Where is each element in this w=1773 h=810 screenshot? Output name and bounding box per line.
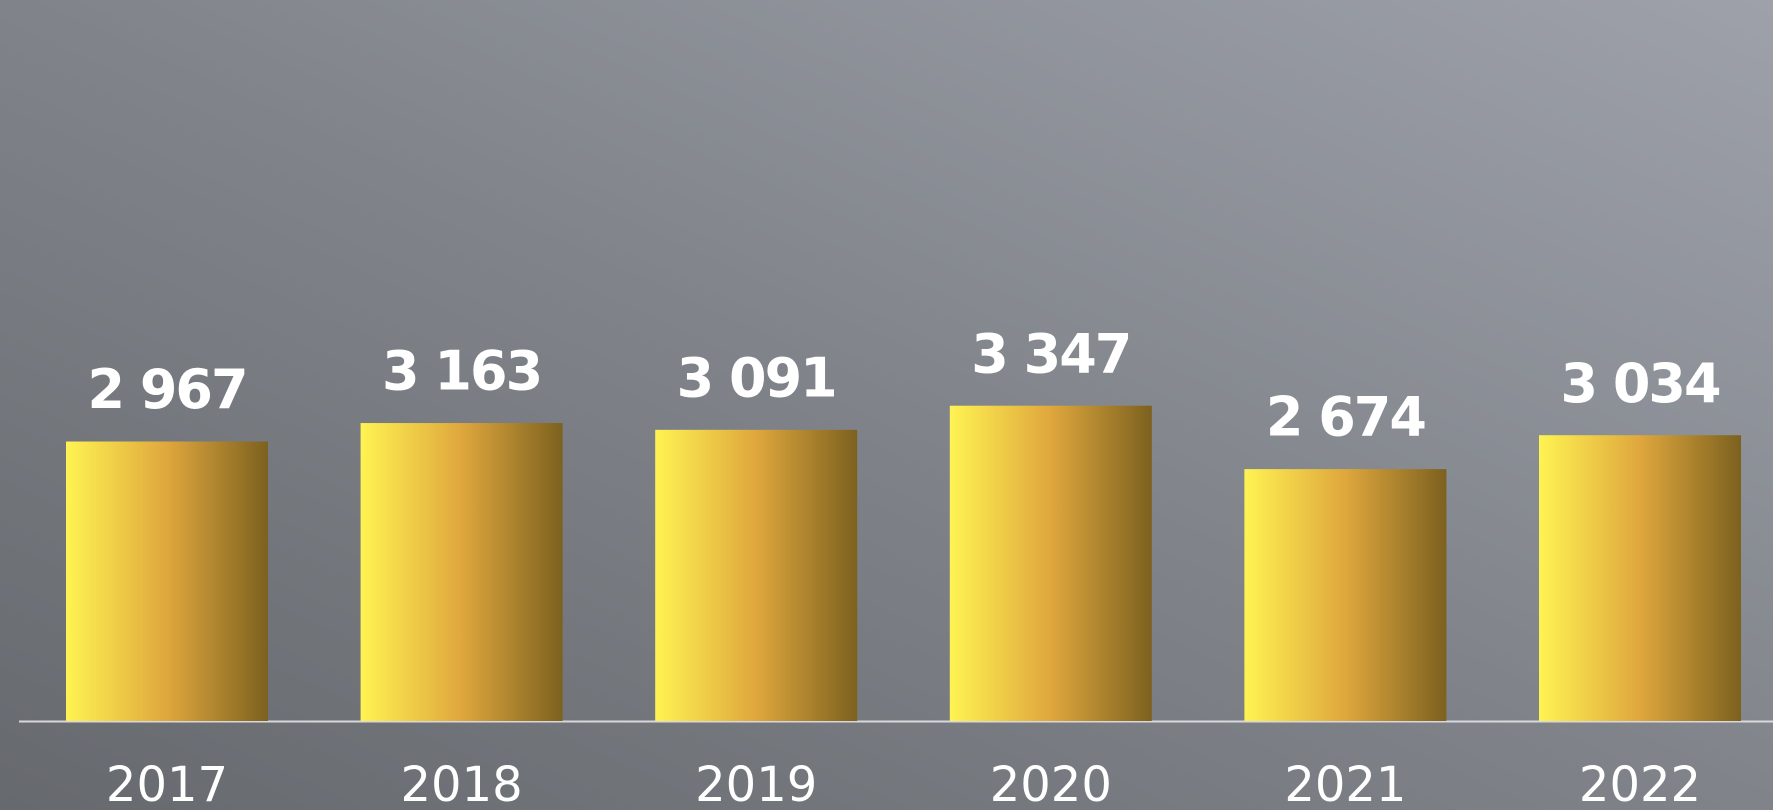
x-tick-label: 2020 xyxy=(990,757,1112,810)
value-label: 2 967 xyxy=(87,358,246,421)
value-label: 3 034 xyxy=(1560,352,1720,415)
bar xyxy=(949,405,1152,721)
x-tick-label: 2019 xyxy=(695,757,817,810)
value-label: 3 347 xyxy=(971,322,1130,385)
bar xyxy=(655,429,858,721)
value-label: 2 674 xyxy=(1266,386,1426,449)
bar xyxy=(1539,435,1741,721)
x-tick-label: 2017 xyxy=(106,757,228,810)
value-label: 3 163 xyxy=(382,340,541,403)
x-tick-label: 2021 xyxy=(1284,757,1406,810)
bar xyxy=(66,441,268,721)
bar xyxy=(360,423,563,721)
x-tick-label: 2018 xyxy=(401,757,523,810)
bar xyxy=(1244,469,1447,721)
x-tick-label: 2022 xyxy=(1579,757,1701,810)
value-label: 3 091 xyxy=(677,346,836,409)
